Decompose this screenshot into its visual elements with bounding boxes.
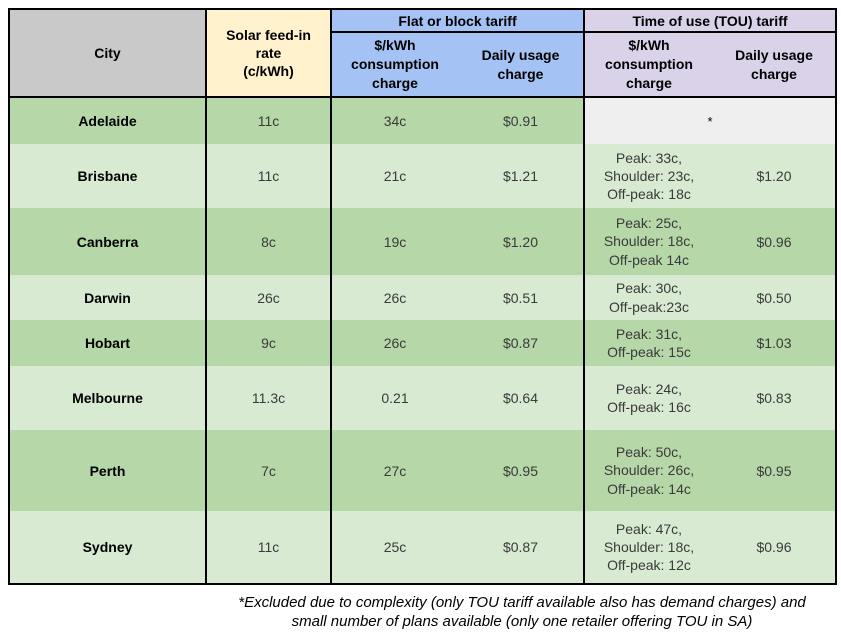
header-flat-tariff-group: Flat or block tariff — [330, 9, 584, 33]
header-sub-row: $/kWh consumption charge Daily usage cha… — [9, 32, 836, 98]
cell-tou-daily: $0.95 — [713, 430, 836, 511]
cell-solar-rate: 11c — [205, 511, 331, 584]
cell-tou-daily: $0.96 — [713, 511, 836, 584]
cell-tou-consumption: Peak: 24c, Off-peak: 16c — [583, 366, 713, 430]
cell-flat-daily: $0.91 — [458, 97, 584, 144]
cell-solar-rate: 11.3c — [205, 366, 331, 430]
cell-city: Sydney — [9, 511, 206, 584]
table-row-melbourne: Melbourne 11.3c 0.21 $0.64 Peak: 24c, Of… — [9, 366, 836, 430]
header-city: City — [9, 9, 206, 98]
cell-flat-daily: $1.20 — [458, 208, 584, 275]
tariff-table: City Solar feed-in rate (c/kWh) Flat or … — [8, 8, 837, 585]
cell-city: Adelaide — [9, 97, 206, 144]
header-solar-feed-in: Solar feed-in rate (c/kWh) — [205, 9, 331, 98]
cell-city: Melbourne — [9, 366, 206, 430]
cell-tou-daily: $0.50 — [713, 275, 836, 320]
cell-flat-consumption: 26c — [330, 275, 458, 320]
cell-tou-daily: $1.20 — [713, 144, 836, 208]
table-row-canberra: Canberra 8c 19c $1.20 Peak: 25c, Shoulde… — [9, 208, 836, 275]
cell-tou-daily: $0.96 — [713, 208, 836, 275]
footnote-line-1: *Excluded due to complexity (only TOU ta… — [238, 594, 806, 611]
table-row-darwin: Darwin 26c 26c $0.51 Peak: 30c, Off-peak… — [9, 275, 836, 320]
footnote: *Excluded due to complexity (only TOU ta… — [206, 594, 838, 632]
cell-solar-rate: 11c — [205, 144, 331, 208]
cell-city: Canberra — [9, 208, 206, 275]
table-row-hobart: Hobart 9c 26c $0.87 Peak: 31c, Off-peak:… — [9, 320, 836, 366]
cell-flat-consumption: 26c — [330, 320, 458, 366]
cell-solar-rate: 26c — [205, 275, 331, 320]
header-tou-daily: Daily usage charge — [713, 32, 836, 98]
cell-solar-rate: 9c — [205, 320, 331, 366]
cell-flat-consumption: 25c — [330, 511, 458, 584]
cell-flat-daily: $0.51 — [458, 275, 584, 320]
header-flat-consumption: $/kWh consumption charge — [330, 32, 458, 98]
cell-tou-daily: $0.83 — [713, 366, 836, 430]
cell-tou-consumption: Peak: 47c, Shoulder: 18c, Off-peak: 12c — [583, 511, 713, 584]
cell-flat-daily: $0.64 — [458, 366, 584, 430]
cell-flat-daily: $0.95 — [458, 430, 584, 511]
cell-tou-consumption: Peak: 33c, Shoulder: 23c, Off-peak: 18c — [583, 144, 713, 208]
cell-flat-consumption: 21c — [330, 144, 458, 208]
cell-flat-daily: $0.87 — [458, 511, 584, 584]
cell-solar-rate: 11c — [205, 97, 331, 144]
cell-tou-daily: $1.03 — [713, 320, 836, 366]
cell-flat-consumption: 19c — [330, 208, 458, 275]
cell-city: Darwin — [9, 275, 206, 320]
cell-tou-consumption: Peak: 30c, Off-peak:23c — [583, 275, 713, 320]
table-row-brisbane: Brisbane 11c 21c $1.21 Peak: 33c, Should… — [9, 144, 836, 208]
cell-flat-consumption: 34c — [330, 97, 458, 144]
cell-city: Perth — [9, 430, 206, 511]
cell-flat-daily: $1.21 — [458, 144, 584, 208]
cell-flat-daily: $0.87 — [458, 320, 584, 366]
cell-flat-consumption: 0.21 — [330, 366, 458, 430]
footnote-line-2: small number of plans available (only on… — [291, 612, 753, 630]
cell-flat-consumption: 27c — [330, 430, 458, 511]
table-row-sydney: Sydney 11c 25c $0.87 Peak: 47c, Shoulder… — [9, 511, 836, 584]
cell-city: Hobart — [9, 320, 206, 366]
cell-tou-consumption: Peak: 50c, Shoulder: 26c, Off-peak: 14c — [583, 430, 713, 511]
cell-solar-rate: 7c — [205, 430, 331, 511]
header-tou-tariff-group: Time of use (TOU) tariff — [583, 9, 836, 33]
cell-tou-excluded-note: * — [583, 97, 836, 144]
table-row-adelaide: Adelaide 11c 34c $0.91 * — [9, 97, 836, 144]
cell-tou-consumption: Peak: 31c, Off-peak: 15c — [583, 320, 713, 366]
header-flat-daily: Daily usage charge — [458, 32, 584, 98]
cell-city: Brisbane — [9, 144, 206, 208]
header-group-row: City Solar feed-in rate (c/kWh) Flat or … — [9, 9, 836, 98]
cell-tou-consumption: Peak: 25c, Shoulder: 18c, Off-peak 14c — [583, 208, 713, 275]
header-tou-consumption: $/kWh consumption charge — [583, 32, 713, 98]
table-row-perth: Perth 7c 27c $0.95 Peak: 50c, Shoulder: … — [9, 430, 836, 511]
cell-solar-rate: 8c — [205, 208, 331, 275]
